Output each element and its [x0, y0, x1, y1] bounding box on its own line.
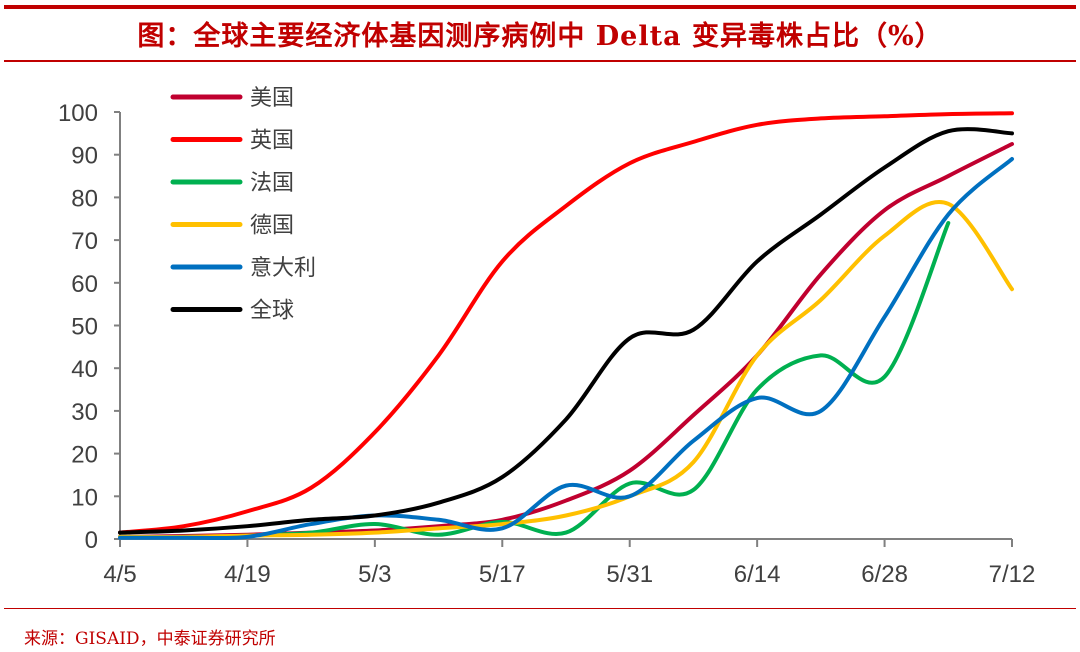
series-line-1: [118, 111, 1014, 535]
y-tick-label: 40: [71, 356, 98, 383]
x-tick-label: 6/28: [861, 561, 908, 588]
y-tick-label: 20: [71, 442, 98, 469]
series-line-5: [118, 127, 1014, 535]
y-tick-label: 80: [71, 185, 98, 212]
legend-label: 德国: [250, 214, 294, 239]
y-tick-label: 50: [71, 314, 98, 341]
x-tick-label: 5/31: [606, 561, 653, 588]
x-tick-label: 5/3: [358, 561, 391, 588]
y-tick-label: 0: [85, 527, 98, 554]
x-tick-label: 5/17: [479, 561, 526, 588]
source-note: 来源：GISAID，中泰证券研究所: [24, 629, 276, 649]
y-tick-label: 70: [71, 228, 98, 255]
x-tick-label: 4/5: [103, 561, 136, 588]
legend-label: 法国: [250, 171, 294, 196]
x-tick-label: 7/12: [989, 561, 1036, 588]
top-rule: [4, 5, 1076, 9]
y-tick-label: 10: [71, 484, 98, 511]
legend-label: 英国: [250, 129, 294, 154]
bottom-rule: [4, 608, 1076, 609]
y-tick-label: 90: [71, 143, 98, 170]
y-tick-label: 60: [71, 271, 98, 298]
series-line-3: [118, 200, 1014, 539]
x-tick-label: 4/19: [224, 561, 271, 588]
y-tick-label: 30: [71, 399, 98, 426]
x-tick-label: 6/14: [734, 561, 781, 588]
series-line-0: [118, 142, 1014, 539]
y-tick-label: 100: [58, 100, 98, 127]
legend-label: 意大利: [250, 256, 316, 281]
title-rule: [4, 60, 1076, 62]
legend-label: 美国: [250, 86, 294, 111]
legend-label: 全球: [250, 299, 294, 324]
chart-title: 图：全球主要经济体基因测序病例中 Delta 变异毒株占比（%）: [137, 21, 943, 52]
series-line-4: [118, 156, 1014, 541]
